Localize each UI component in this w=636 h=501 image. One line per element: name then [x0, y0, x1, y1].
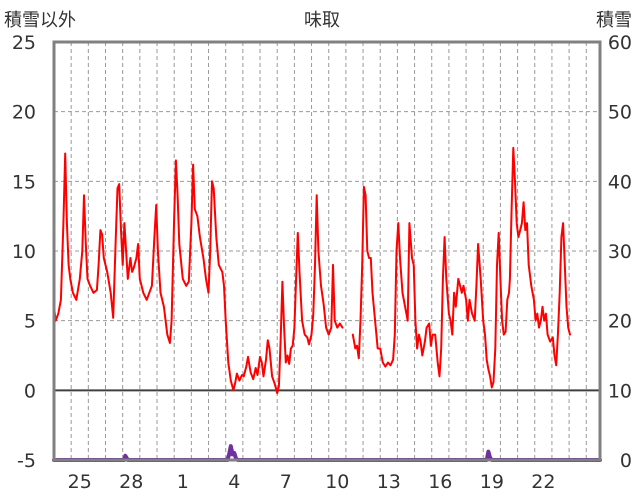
value-line — [351, 146, 571, 389]
tick-labels: -5 0 0 10 5 20 10 30 15 40 20 50 25 60 25 28 1 4 7 10 13 16 19… — [12, 32, 632, 493]
left-axis-title: 積雪以外 — [4, 10, 76, 31]
right-axis-title: 積雪 — [596, 10, 632, 31]
value-line — [53, 152, 344, 395]
x-tick-label: 28 — [119, 471, 143, 493]
right-tick-label: 60 — [608, 32, 632, 54]
plot-frame — [52, 40, 602, 462]
left-tick-label: 25 — [12, 32, 36, 54]
right-tick-label: 20 — [608, 311, 632, 333]
snow-depth-line — [52, 444, 602, 462]
right-tick-label: 40 — [608, 171, 632, 193]
x-tick-label: 10 — [325, 471, 349, 493]
left-tick-label: 20 — [12, 102, 36, 124]
left-tick-label: 15 — [12, 171, 36, 193]
grid — [54, 42, 600, 460]
x-tick-label: 4 — [228, 471, 240, 493]
left-tick-label: 0 — [24, 380, 36, 402]
x-tick-label: 22 — [531, 471, 555, 493]
right-tick-label: 30 — [608, 241, 632, 263]
x-tick-label: 7 — [280, 471, 292, 493]
left-tick-label: 5 — [24, 311, 36, 333]
x-tick-label: 19 — [480, 471, 504, 493]
x-tick-label: 1 — [177, 471, 189, 493]
right-tick-label: 50 — [608, 102, 632, 124]
x-tick-label: 25 — [68, 471, 92, 493]
series-layer — [52, 146, 602, 462]
right-tick-label: 10 — [608, 380, 632, 402]
x-tick-label: 13 — [377, 471, 401, 493]
chart-title: 味取 — [304, 10, 340, 31]
left-tick-label: 10 — [12, 241, 36, 263]
right-tick-label: 0 — [620, 450, 632, 472]
x-tick-label: 16 — [428, 471, 452, 493]
left-tick-label: -5 — [17, 450, 36, 472]
